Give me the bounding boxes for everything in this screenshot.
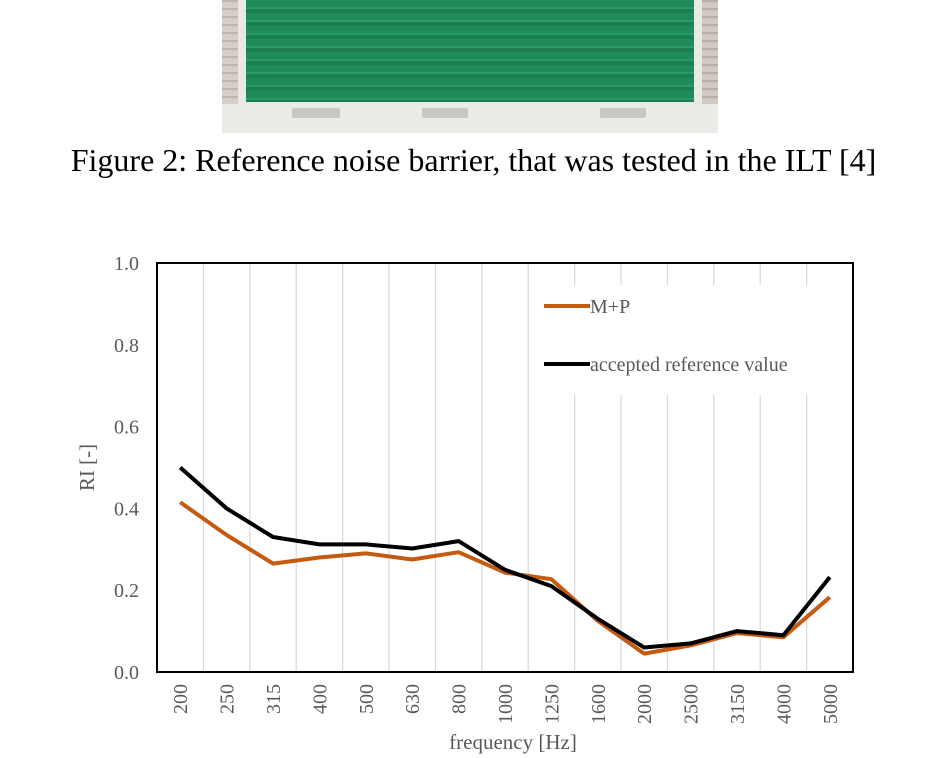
x-tick-label: 315 [263, 684, 285, 714]
ground-block [600, 108, 646, 118]
series-layer [178, 465, 832, 656]
x-tick-labels: 200 250 315 400 500 630 800 1000 1250 1600 2000 250… [170, 684, 842, 724]
y-tick-label: 1.0 [114, 253, 139, 275]
x-tick-label: 200 [170, 684, 192, 714]
x-tick-label: 250 [217, 684, 239, 714]
x-tick-label: 3150 [727, 684, 749, 724]
plot-frame [156, 262, 854, 673]
x-tick-label: 2000 [634, 684, 656, 724]
y-tick-label: 0.6 [114, 417, 139, 439]
legend: M+P accepted reference value [535, 285, 845, 395]
green-noise-barrier [246, 0, 694, 102]
x-tick-label: 1250 [541, 684, 563, 724]
x-tick-label: 5000 [820, 684, 842, 724]
y-tick-label: 0.2 [114, 580, 139, 602]
legend-label-reference: accepted reference value [590, 354, 788, 376]
barrier-photo [222, 0, 718, 133]
brick-wall-right [702, 0, 718, 105]
x-tick-label: 630 [402, 684, 424, 714]
rl-frequency-chart: 0.0 0.2 0.4 0.6 0.8 1.0 200 250 315 400 500 630 800… [75, 253, 854, 754]
y-axis-title: RI [-] [75, 444, 99, 491]
x-tick-label: 2500 [681, 684, 703, 724]
ground-block [292, 108, 340, 118]
x-axis-title: frequency [Hz] [449, 730, 577, 754]
series-line-reference [178, 465, 832, 650]
y-tick-label: 0.4 [114, 498, 139, 520]
x-tick-label: 4000 [773, 684, 795, 724]
legend-box [535, 285, 845, 395]
x-tick-label: 800 [449, 684, 471, 714]
ground-block [422, 108, 468, 118]
legend-label-mp: M+P [590, 296, 630, 318]
figure-caption: Figure 2: Reference noise barrier, that … [70, 142, 877, 178]
x-tick-label: 1600 [588, 684, 610, 724]
y-tick-label: 0.0 [114, 662, 139, 684]
brick-wall-left [222, 0, 238, 105]
x-tick-label: 1000 [495, 684, 517, 724]
x-tick-label: 400 [309, 684, 331, 714]
y-tick-labels: 0.0 0.2 0.4 0.6 0.8 1.0 [114, 253, 139, 684]
y-tick-label: 0.8 [114, 335, 139, 357]
x-tick-label: 500 [356, 684, 378, 714]
